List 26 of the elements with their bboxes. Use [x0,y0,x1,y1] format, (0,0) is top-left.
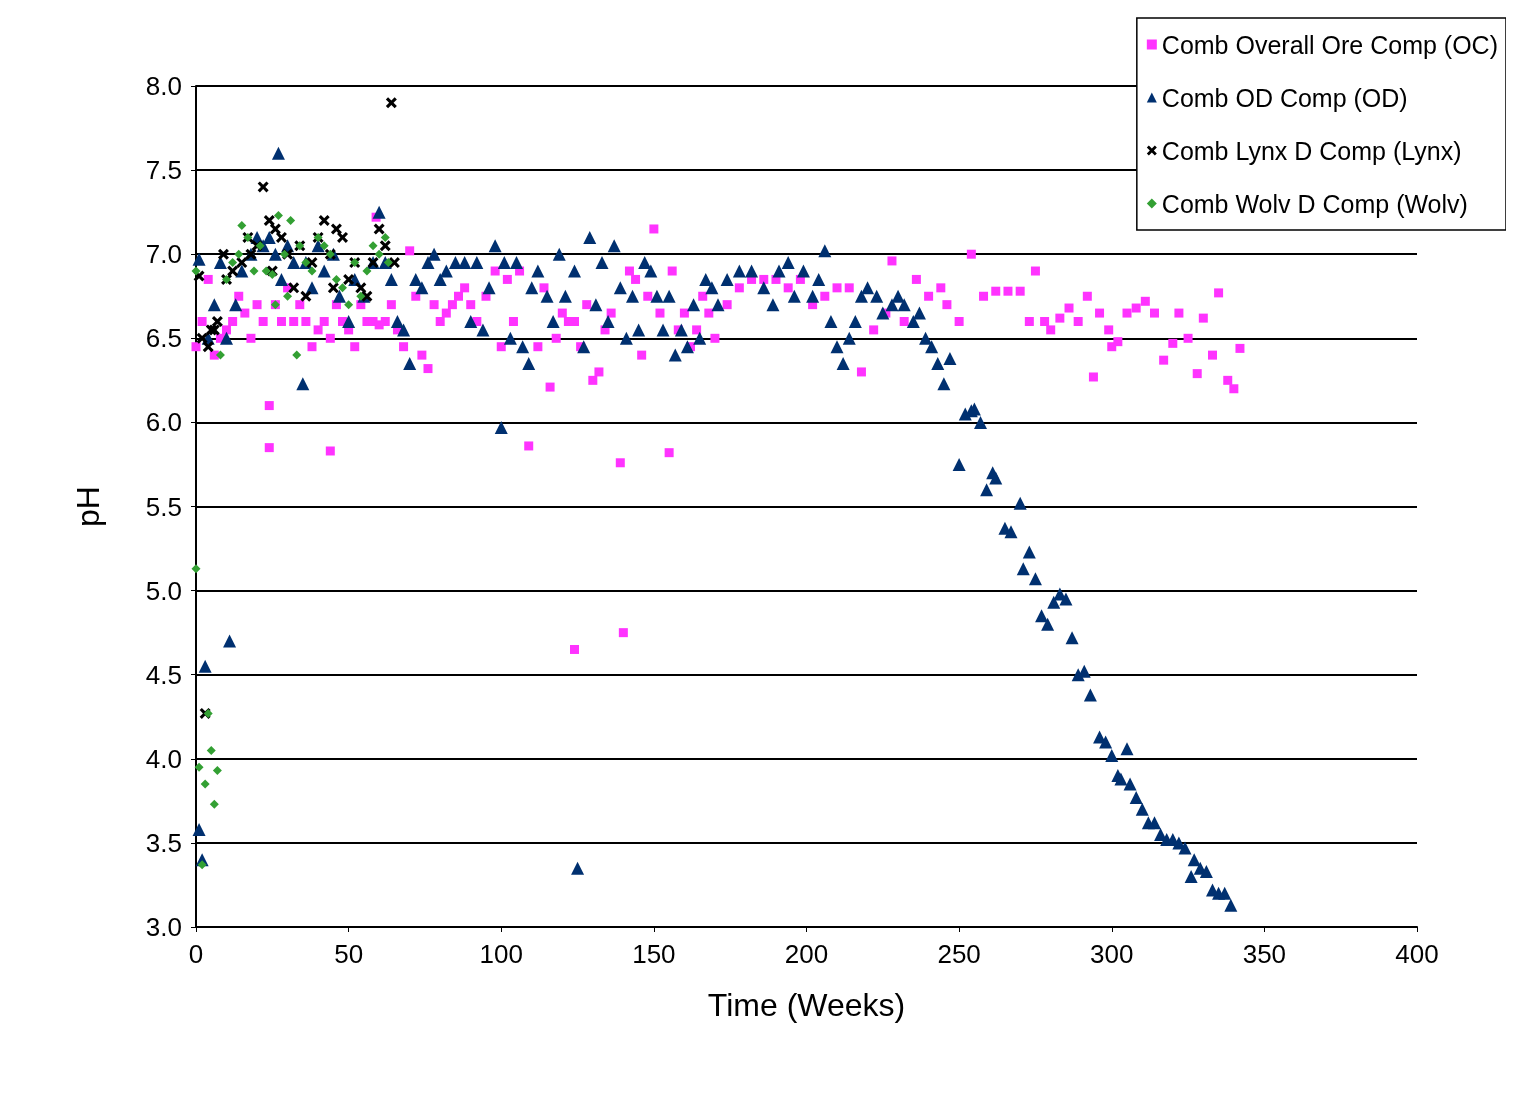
x-tick-label: 200 [784,939,829,969]
y-tick-label: 7.0 [145,239,182,270]
legend-label: Comb Lynx D Comp (Lynx) [1161,136,1462,165]
x-tick-label: 150 [632,939,676,969]
x-tick-label: 300 [1090,939,1134,969]
x-tick-label: 350 [1242,939,1287,969]
y-axis-title: pH [70,486,106,527]
y-tick-label: 6.5 [145,323,182,354]
y-tick-label: 8.0 [145,71,182,101]
legend-label: Comb OD Comp (OD) [1161,83,1408,112]
y-tick-label: 3.0 [145,912,182,942]
legend-label: Comb Wolv D Comp (Wolv) [1161,189,1468,218]
x-tick-label: 400 [1395,939,1439,969]
x-axis-title: Time (Weeks) [707,987,906,1023]
y-tick-label: 4.0 [145,743,182,774]
y-tick-label: 6.0 [145,407,182,438]
legend-label: Comb Overall Ore Comp (OC) [1161,30,1498,59]
x-tick-label: 250 [937,939,981,969]
y-tick-label: 3.5 [145,827,182,858]
y-tick-label: 7.5 [145,155,182,186]
y-tick-label: 5.0 [145,575,182,606]
x-tick-label: 50 [334,939,364,969]
x-tick-label: 100 [479,939,523,969]
x-tick-label: 0 [188,939,204,969]
y-tick-label: 4.5 [145,659,182,690]
y-tick-label: 5.5 [145,491,182,522]
